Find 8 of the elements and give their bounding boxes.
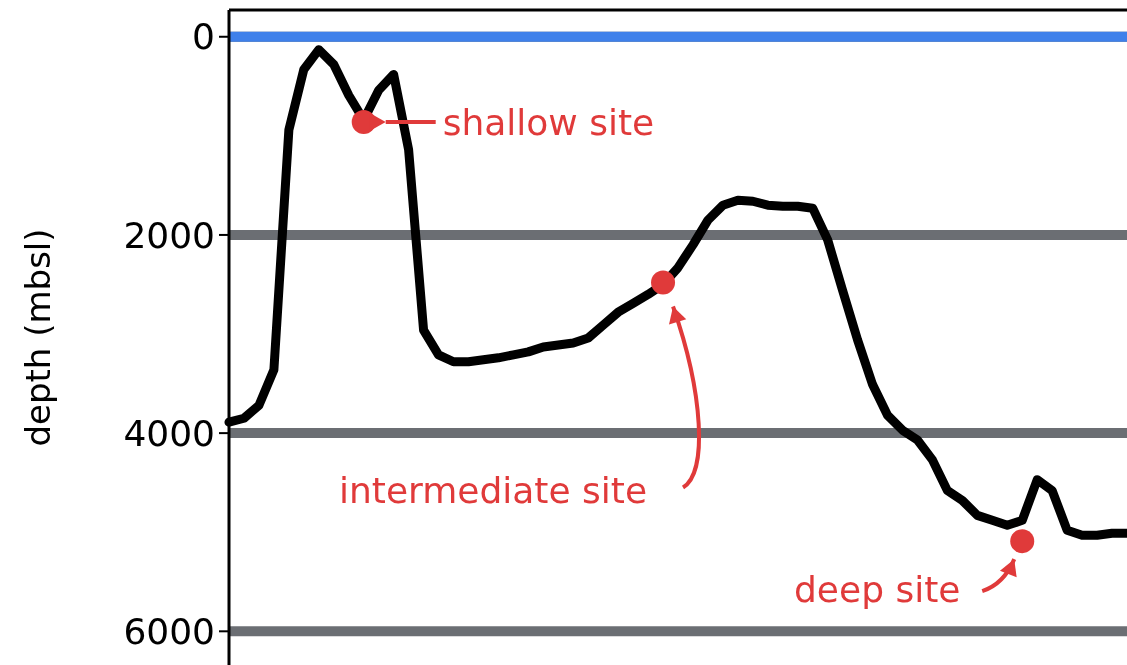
annotation: intermediate site	[338, 470, 648, 512]
y-tick-label: 2000	[123, 214, 215, 256]
y-tick-label: 4000	[123, 412, 215, 454]
y-axis-title: depth (mbsl)	[18, 228, 58, 447]
y-tick-label: 0	[192, 16, 215, 58]
annotation: shallow site	[442, 101, 655, 143]
annotation: deep site	[794, 568, 961, 610]
y-tick-label: 6000	[123, 610, 215, 652]
